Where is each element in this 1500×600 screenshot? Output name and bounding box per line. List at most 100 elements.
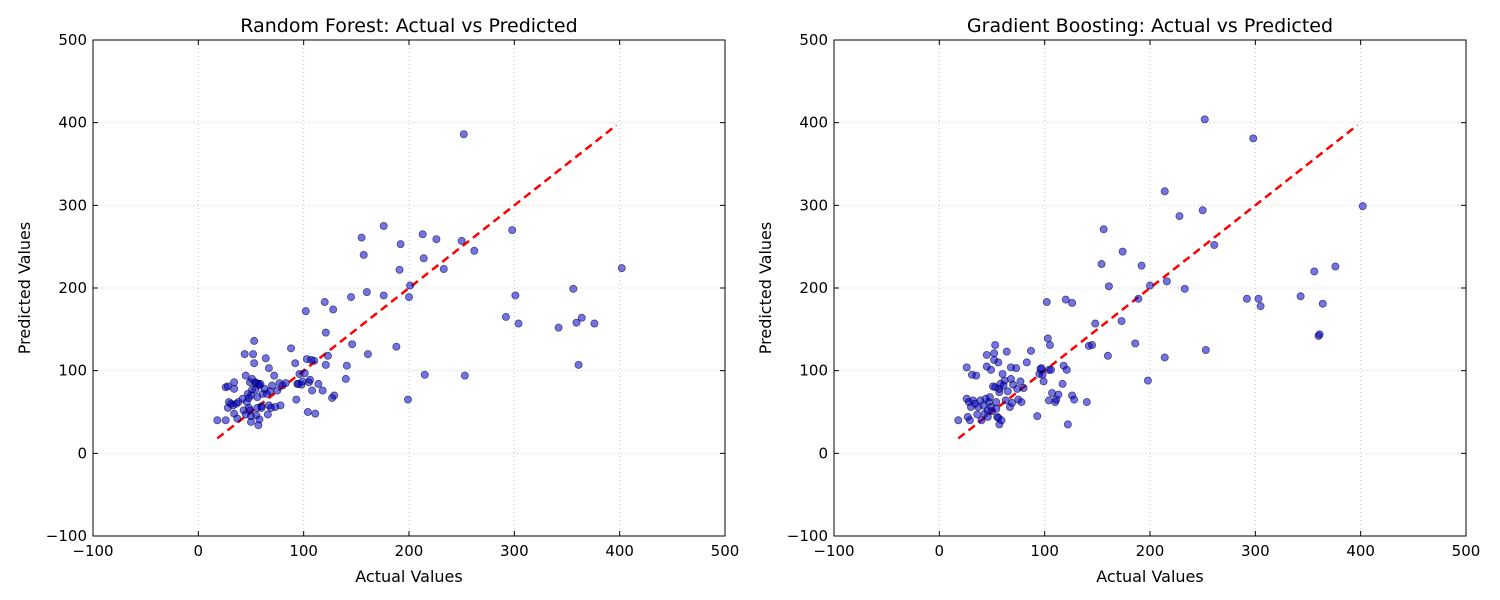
data-point xyxy=(1117,317,1126,326)
data-point xyxy=(357,233,366,242)
x-tick-label: 400 xyxy=(605,542,634,560)
data-point xyxy=(291,359,300,368)
data-point xyxy=(470,246,479,255)
x-tick-label: 100 xyxy=(289,542,318,560)
data-point xyxy=(292,395,301,404)
data-point xyxy=(459,130,468,139)
data-point xyxy=(1331,262,1340,271)
data-point xyxy=(992,404,1001,413)
data-point xyxy=(301,307,310,316)
data-point xyxy=(330,391,339,400)
data-point xyxy=(457,236,466,245)
data-point xyxy=(300,369,309,378)
data-point xyxy=(1022,358,1031,367)
data-point xyxy=(347,293,356,302)
data-point xyxy=(1143,376,1152,385)
x-tick-label: 500 xyxy=(1452,542,1481,560)
data-point xyxy=(1134,294,1143,303)
data-point xyxy=(1358,202,1367,211)
data-point xyxy=(249,350,258,359)
x-tick-label: 200 xyxy=(1136,542,1165,560)
data-point xyxy=(270,371,279,380)
chart-title: Random Forest: Actual vs Predicted xyxy=(240,15,577,37)
data-point xyxy=(323,351,332,360)
y-tick-label: 200 xyxy=(799,279,828,297)
data-point xyxy=(233,414,242,423)
data-point xyxy=(972,371,981,380)
x-axis-label: Actual Values xyxy=(355,567,462,586)
data-point xyxy=(305,375,314,384)
data-point xyxy=(572,318,581,327)
y-axis-label: Predicted Values xyxy=(15,222,34,354)
data-point xyxy=(1137,261,1146,270)
data-point xyxy=(1061,295,1070,304)
data-point xyxy=(359,250,368,259)
data-point xyxy=(341,374,350,383)
data-point xyxy=(348,340,357,349)
data-point xyxy=(1160,187,1169,196)
chart-title: Gradient Boosting: Actual vs Predicted xyxy=(967,15,1333,37)
data-point xyxy=(240,350,249,359)
data-point xyxy=(998,369,1007,378)
data-point xyxy=(1310,267,1319,276)
data-point xyxy=(1254,294,1263,303)
data-point xyxy=(1088,341,1097,350)
data-point xyxy=(310,356,319,365)
data-point xyxy=(1091,319,1100,328)
data-point xyxy=(241,371,250,380)
data-point xyxy=(954,416,963,425)
chart-panel-1: −100 0 100 200 300 400 500 −100 0 100 200 300 400 500… xyxy=(15,15,739,586)
y-tick-label: 300 xyxy=(58,196,87,214)
data-point xyxy=(362,288,371,297)
data-point xyxy=(261,354,270,363)
data-point xyxy=(991,341,1000,350)
data-point xyxy=(977,416,986,425)
y-tick-label: 400 xyxy=(58,114,87,132)
data-point xyxy=(255,415,264,424)
data-point xyxy=(1162,277,1171,286)
data-point xyxy=(320,298,329,307)
data-point xyxy=(1180,284,1189,293)
x-tick-label: 0 xyxy=(935,542,945,560)
data-point xyxy=(1315,330,1324,339)
data-point xyxy=(1038,370,1047,379)
y-axis-label: Predicted Values xyxy=(756,222,775,354)
data-point xyxy=(501,312,510,321)
data-point xyxy=(419,254,428,263)
data-point xyxy=(1256,302,1265,311)
data-point xyxy=(1175,212,1184,221)
data-point xyxy=(514,319,523,328)
data-point xyxy=(287,344,296,353)
data-point xyxy=(221,416,230,425)
data-point xyxy=(1039,377,1048,386)
data-point xyxy=(983,412,992,421)
data-point xyxy=(1097,260,1106,269)
data-point xyxy=(1200,115,1209,124)
data-point xyxy=(460,371,469,380)
data-point xyxy=(1003,387,1012,396)
data-point xyxy=(1242,294,1251,303)
x-tick-label: 200 xyxy=(395,542,424,560)
x-tick-label: −100 xyxy=(72,542,113,560)
data-point xyxy=(1118,247,1127,256)
data-point xyxy=(418,230,427,239)
data-point xyxy=(1103,351,1112,360)
data-point xyxy=(1046,365,1055,374)
data-point xyxy=(1037,364,1046,373)
data-point xyxy=(990,349,999,358)
data-point xyxy=(439,264,448,273)
data-point xyxy=(363,350,372,359)
data-point xyxy=(569,284,578,293)
data-point xyxy=(1198,206,1207,215)
data-point xyxy=(406,281,415,290)
data-point xyxy=(396,240,405,249)
data-point xyxy=(1012,364,1021,373)
data-point xyxy=(1016,377,1025,386)
data-point xyxy=(1210,241,1219,250)
y-tick-label: 100 xyxy=(58,362,87,380)
data-point xyxy=(395,265,404,274)
data-point xyxy=(1045,341,1054,350)
data-point xyxy=(962,363,971,372)
data-point xyxy=(308,386,317,395)
